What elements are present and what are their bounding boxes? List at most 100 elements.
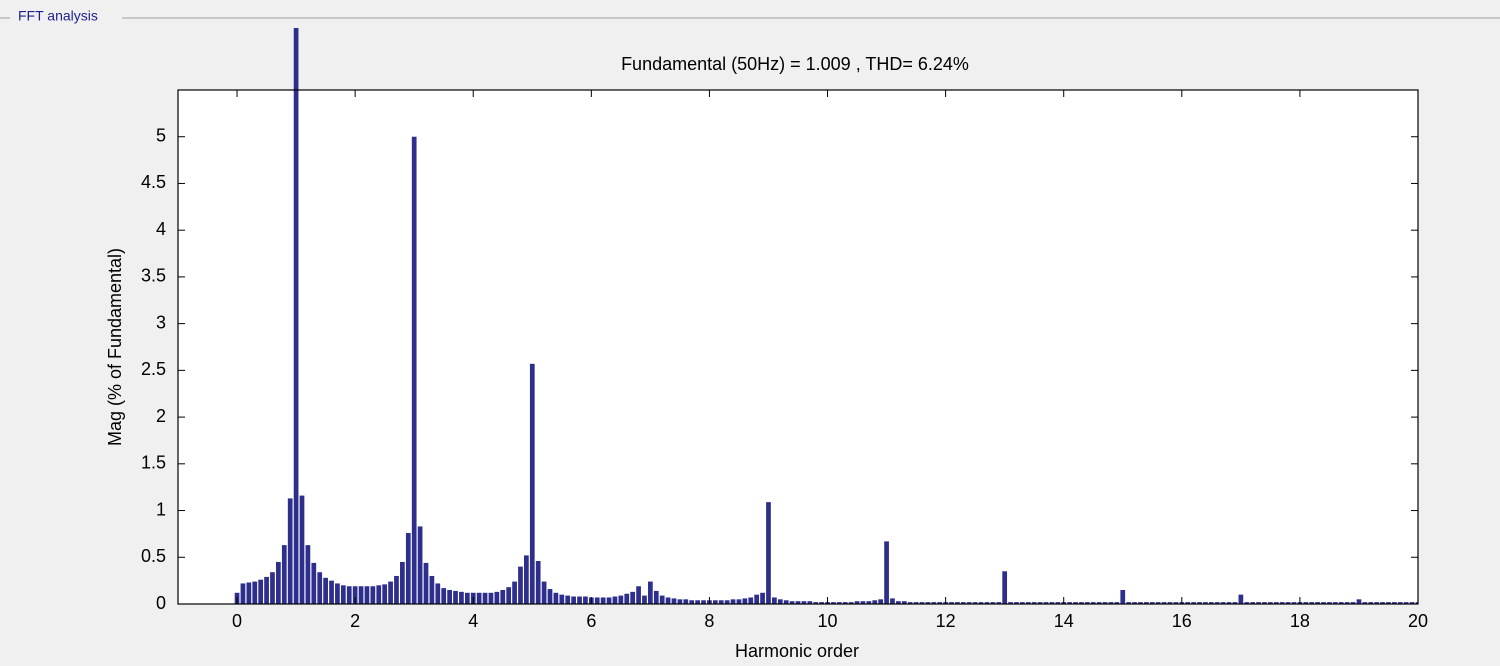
- bar: [653, 590, 659, 604]
- bar: [907, 602, 913, 604]
- y-tick-label: 3: [156, 312, 166, 332]
- bar: [1197, 602, 1202, 604]
- bar: [860, 601, 866, 604]
- bar: [766, 502, 771, 604]
- bar: [1084, 602, 1090, 604]
- bar: [842, 602, 848, 604]
- x-tick-label: 16: [1172, 611, 1192, 631]
- bar: [813, 602, 819, 604]
- bar: [429, 575, 435, 604]
- bar: [1132, 602, 1137, 604]
- bar: [252, 581, 258, 604]
- bar: [559, 594, 565, 604]
- bar: [1279, 602, 1285, 604]
- bar: [1185, 602, 1191, 604]
- bar: [772, 597, 777, 604]
- bar: [642, 595, 647, 604]
- bar: [423, 562, 429, 604]
- bar: [618, 595, 624, 604]
- bar: [459, 591, 464, 604]
- bar: [340, 585, 346, 604]
- bar: [742, 598, 748, 604]
- bar: [866, 601, 872, 604]
- bar: [1203, 602, 1208, 604]
- bar: [1380, 602, 1385, 604]
- bar: [417, 526, 423, 604]
- bar: [701, 600, 706, 604]
- bar: [754, 594, 760, 604]
- bar: [329, 580, 334, 604]
- bar: [453, 590, 458, 604]
- bar: [482, 592, 488, 604]
- bar: [1268, 602, 1273, 604]
- x-tick-label: 14: [1054, 611, 1074, 631]
- bar: [1043, 602, 1049, 604]
- bar: [1167, 602, 1173, 604]
- bar: [630, 591, 636, 604]
- bar: [276, 561, 281, 604]
- bar: [1244, 602, 1250, 604]
- bar: [281, 545, 287, 604]
- chart-title: Fundamental (50Hz) = 1.009 , THD= 6.24%: [621, 54, 969, 74]
- bar: [258, 579, 264, 604]
- bar: [960, 602, 966, 604]
- bar: [854, 601, 860, 604]
- bar: [317, 572, 323, 604]
- bar: [1332, 602, 1338, 604]
- bar: [411, 136, 417, 604]
- bar: [724, 600, 730, 604]
- bar: [1232, 602, 1238, 604]
- bar: [748, 597, 754, 604]
- bar: [1397, 602, 1403, 604]
- bar: [1031, 602, 1037, 604]
- bar: [1173, 602, 1179, 604]
- bar: [677, 599, 683, 604]
- bar: [305, 545, 311, 604]
- bar: [506, 587, 512, 604]
- bar: [1368, 602, 1374, 604]
- bar: [1285, 602, 1291, 604]
- bar: [1102, 602, 1108, 604]
- bar: [1049, 602, 1055, 604]
- bar: [1321, 602, 1326, 604]
- bars: [234, 28, 1418, 604]
- bar: [1020, 602, 1025, 604]
- bar: [1025, 602, 1031, 604]
- bar: [671, 598, 677, 604]
- x-tick-label: 10: [818, 611, 838, 631]
- bar: [240, 583, 246, 604]
- bar: [571, 596, 576, 604]
- bar: [949, 602, 954, 604]
- bar: [1037, 602, 1043, 604]
- bar: [896, 601, 901, 604]
- bar: [1256, 602, 1261, 604]
- x-tick-label: 2: [350, 611, 360, 631]
- bar: [1014, 602, 1019, 604]
- bar: [848, 602, 854, 604]
- bar: [972, 602, 978, 604]
- bar: [1096, 602, 1102, 604]
- plot-area: [178, 90, 1418, 604]
- bar: [1055, 602, 1061, 604]
- axes-box: [177, 89, 1419, 605]
- x-tick-label: 6: [586, 611, 596, 631]
- bar: [1144, 602, 1149, 604]
- bar: [435, 583, 441, 604]
- bar: [624, 593, 630, 604]
- bar: [565, 595, 571, 604]
- bar: [600, 597, 606, 604]
- bar: [1008, 602, 1013, 604]
- bar: [323, 577, 328, 604]
- bar: [1315, 602, 1320, 604]
- bar: [966, 602, 972, 604]
- bar: [1191, 602, 1196, 604]
- y-tick-label: 2: [156, 406, 166, 426]
- bar: [370, 586, 376, 604]
- y-axis-label: Mag (% of Fundamental): [105, 248, 125, 446]
- bar: [346, 586, 352, 604]
- bar: [937, 602, 943, 604]
- bar: [335, 583, 340, 604]
- bar: [1409, 602, 1415, 604]
- bar: [718, 600, 724, 604]
- bar: [1386, 602, 1391, 604]
